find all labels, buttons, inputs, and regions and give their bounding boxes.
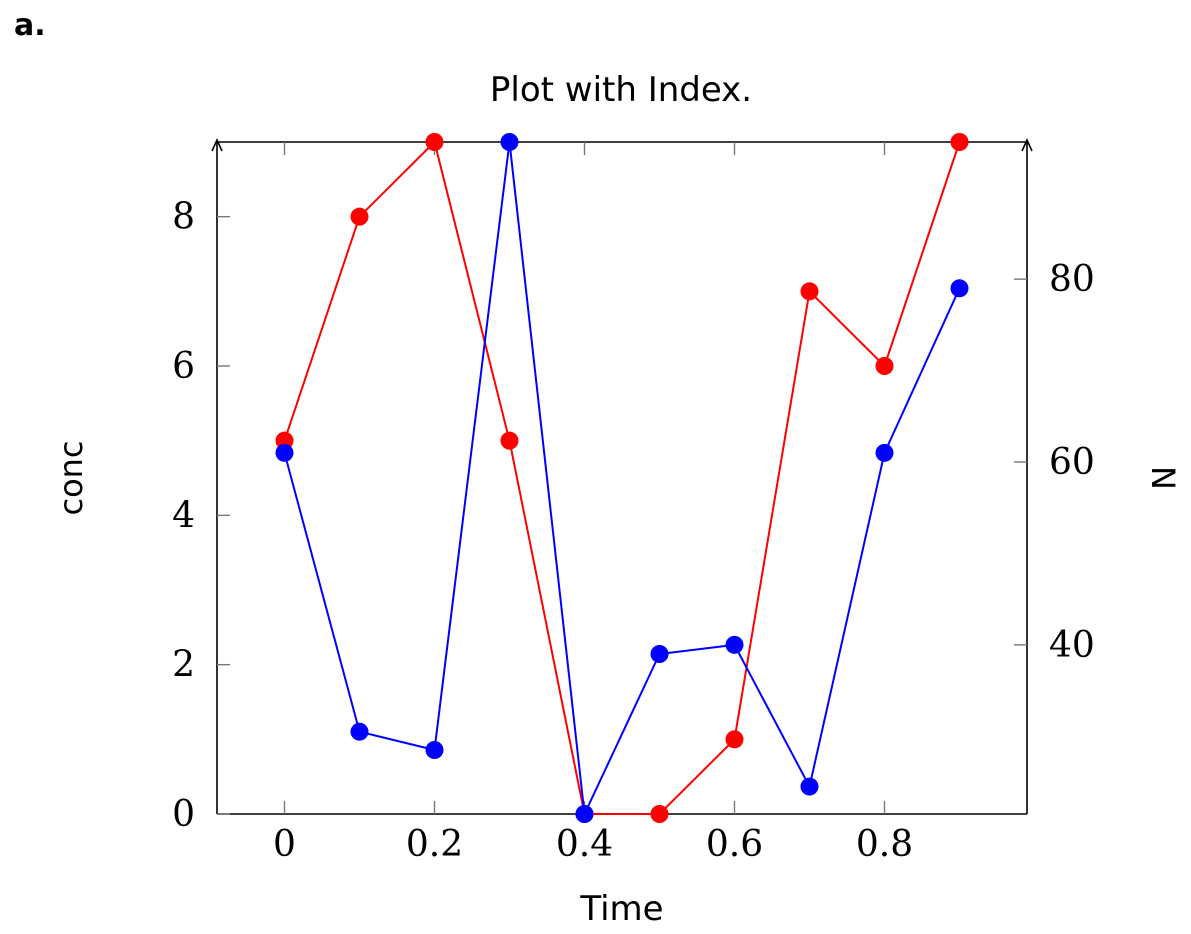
data-point-right-axis xyxy=(875,443,894,462)
data-point-right-axis xyxy=(425,741,444,759)
x-tick-label: 0.6 xyxy=(706,824,763,865)
y-tick-label: 0 xyxy=(172,794,195,835)
y-tick-label: 6 xyxy=(172,346,195,387)
data-point-right-axis xyxy=(725,635,744,654)
data-point-right-axis xyxy=(275,443,294,462)
axes xyxy=(211,138,1033,815)
y-tick-label: 8 xyxy=(172,197,195,238)
ticks: 0 0.2 0.4 0.6 0.8 0 2 4 6 8 40 60 80 xyxy=(172,142,1095,865)
y-right-tick-label: 60 xyxy=(1049,442,1095,483)
series-line-left-axis xyxy=(283,140,961,815)
y-right-tick-label: 40 xyxy=(1049,625,1095,666)
x-tick-label: 0.2 xyxy=(406,824,463,865)
data-point-left-axis xyxy=(950,133,969,151)
data-point-right-axis xyxy=(950,279,969,298)
data-point-right-axis xyxy=(800,777,819,796)
data-point-right-axis xyxy=(350,722,369,741)
panel-label: a. xyxy=(14,8,46,43)
data-point-right-axis xyxy=(650,645,669,663)
y-axis-right-label: N xyxy=(1144,466,1182,490)
y-axis-arrow xyxy=(211,138,223,152)
x-tick-label: 0 xyxy=(273,824,296,865)
series-line-right-axis xyxy=(283,141,961,818)
data-point-left-axis xyxy=(800,282,819,301)
y-tick-label: 4 xyxy=(172,495,195,536)
y-right-tick-label: 80 xyxy=(1049,259,1095,300)
data-point-left-axis xyxy=(350,207,369,226)
y-tick-label: 2 xyxy=(172,645,195,686)
x-axis-label: Time xyxy=(579,889,663,929)
data-point-left-axis xyxy=(425,133,444,151)
y-axis-right-arrow xyxy=(1021,138,1033,152)
data-point-right-axis xyxy=(500,133,519,151)
data-point-left-axis xyxy=(725,730,744,749)
x-tick-label: 0.4 xyxy=(556,824,613,865)
data-point-right-axis xyxy=(575,805,594,823)
series-layer xyxy=(275,133,969,823)
data-point-left-axis xyxy=(500,431,519,450)
data-point-left-axis xyxy=(875,357,894,375)
data-point-left-axis xyxy=(650,805,669,823)
chart-title: Plot with Index. xyxy=(490,70,752,110)
y-axis-label: conc xyxy=(52,440,90,515)
x-tick-label: 0.8 xyxy=(856,824,913,865)
